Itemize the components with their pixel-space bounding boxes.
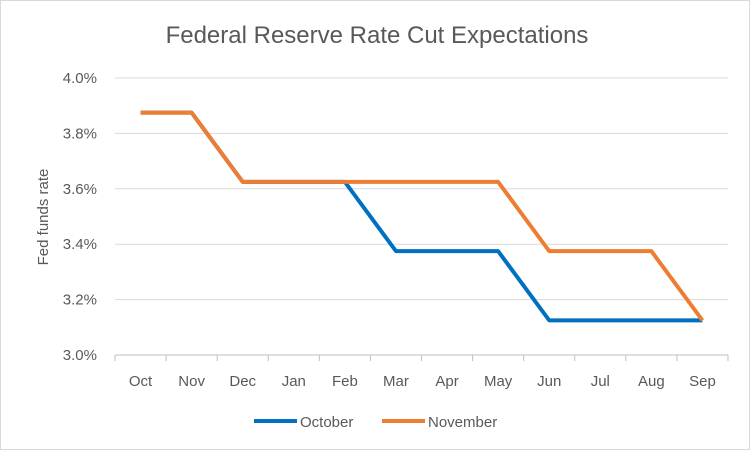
x-tick-label: Nov bbox=[178, 373, 205, 390]
x-tick-label: May bbox=[484, 373, 513, 390]
y-tick-label: 4.0% bbox=[63, 70, 97, 87]
y-tick-label: 3.4% bbox=[63, 236, 97, 253]
x-tick-label: Sep bbox=[689, 373, 716, 390]
x-tick-label: Aug bbox=[638, 373, 665, 390]
x-tick-label: Mar bbox=[383, 373, 409, 390]
legend-label-november: November bbox=[428, 414, 497, 431]
y-axis-ticks: 3.0% 3.2% 3.4% 3.6% 3.8% 4.0% bbox=[63, 70, 97, 364]
line-chart: Federal Reserve Rate Cut Expectations Fe… bbox=[1, 1, 751, 451]
x-tick-label: Dec bbox=[229, 373, 256, 390]
y-tick-label: 3.8% bbox=[63, 125, 97, 142]
chart-frame: Federal Reserve Rate Cut Expectations Fe… bbox=[0, 0, 750, 450]
x-tick-label: Feb bbox=[332, 373, 358, 390]
x-axis: Oct Nov Dec Jan Feb Mar Apr May Jun Jul Aug Sep bbox=[115, 355, 728, 390]
legend-label-october: October bbox=[300, 414, 353, 431]
x-tick-label: Oct bbox=[129, 373, 153, 390]
series-lines bbox=[141, 113, 703, 321]
chart-title: Federal Reserve Rate Cut Expectations bbox=[166, 22, 589, 49]
x-tick-label: Apr bbox=[435, 373, 458, 390]
series-line-october bbox=[141, 113, 703, 321]
y-axis-label: Fed funds rate bbox=[35, 169, 52, 266]
y-tick-label: 3.2% bbox=[63, 292, 97, 309]
x-tick-label: Jul bbox=[591, 373, 610, 390]
gridlines bbox=[115, 78, 728, 355]
x-tick-label: Jan bbox=[282, 373, 306, 390]
legend: October November bbox=[254, 414, 497, 431]
y-tick-label: 3.0% bbox=[63, 347, 97, 364]
series-line-november bbox=[141, 113, 703, 321]
y-tick-label: 3.6% bbox=[63, 181, 97, 198]
x-tick-label: Jun bbox=[537, 373, 561, 390]
